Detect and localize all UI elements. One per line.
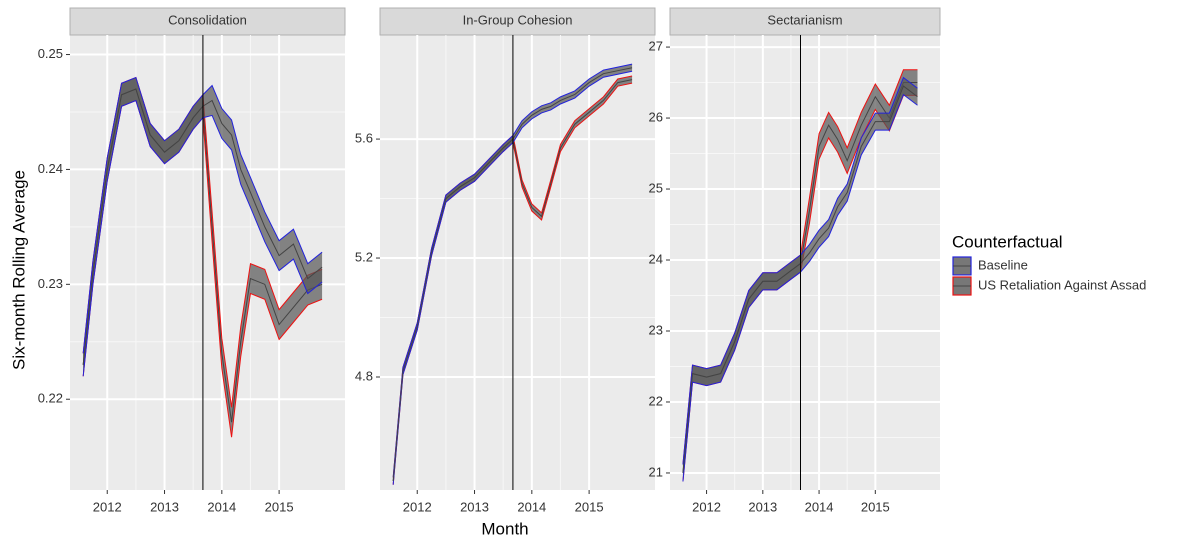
y-tick-label: 27 [649, 39, 663, 54]
strip [69, 7, 346, 36]
x-tick-label: 2015 [265, 499, 294, 514]
x-tick-label: 2015 [575, 499, 604, 514]
strip-title: Consolidation [168, 12, 247, 27]
line [392, 67, 633, 482]
legend-label: US Retaliation Against Assad [978, 277, 1146, 292]
x-tick-label: 2014 [517, 499, 546, 514]
x-tick-label: 2013 [748, 499, 777, 514]
x-tick-label: 2012 [93, 499, 122, 514]
y-axis-label: Six-month Rolling Average [9, 170, 28, 370]
ribbon-lower [392, 70, 633, 485]
line [82, 88, 323, 365]
x-tick-label: 2014 [805, 499, 834, 514]
x-tick-label: 2013 [460, 499, 489, 514]
strip [379, 7, 656, 36]
line [682, 85, 918, 474]
y-tick-label: 23 [649, 322, 663, 337]
strip [669, 7, 941, 36]
y-tick-label: 0.25 [38, 46, 63, 61]
x-axis-label: Month [481, 519, 528, 538]
y-tick-label: 4.8 [355, 368, 373, 383]
x-tick-label: 2013 [150, 499, 179, 514]
strip-title: Sectarianism [767, 12, 842, 27]
y-tick-label: 0.23 [38, 276, 63, 291]
y-tick-label: 25 [649, 180, 663, 195]
y-tick-label: 0.22 [38, 391, 63, 406]
legend-title: Counterfactual [952, 232, 1063, 251]
ribbon-upper [82, 76, 323, 354]
y-tick-label: 21 [649, 464, 663, 479]
y-tick-label: 5.6 [355, 131, 373, 146]
y-tick-label: 24 [649, 251, 663, 266]
y-tick-label: 26 [649, 109, 663, 124]
ribbon-upper [682, 76, 918, 465]
ribbon-lower [682, 93, 918, 482]
y-tick-label: 0.24 [38, 161, 63, 176]
ribbon-lower [82, 99, 323, 377]
strip-title: In-Group Cohesion [463, 12, 573, 27]
y-tick-label: 5.2 [355, 249, 373, 264]
x-tick-label: 2012 [692, 499, 721, 514]
panel-background [380, 35, 655, 490]
x-tick-label: 2012 [403, 499, 432, 514]
x-tick-label: 2014 [207, 499, 236, 514]
legend-label: Baseline [978, 257, 1028, 272]
y-tick-label: 22 [649, 393, 663, 408]
x-tick-label: 2015 [861, 499, 890, 514]
ribbon-upper [392, 63, 633, 478]
